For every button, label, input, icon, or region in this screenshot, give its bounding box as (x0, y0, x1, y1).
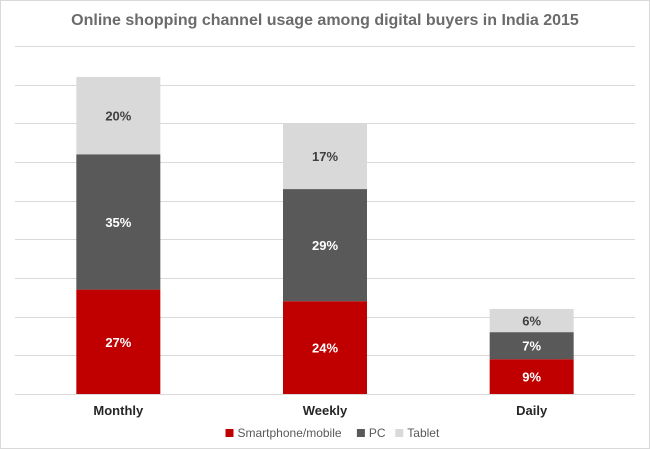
data-label-monthly-0: 27% (105, 335, 131, 350)
data-label-daily-0: 9% (522, 370, 541, 385)
data-label-daily-1: 7% (522, 339, 541, 354)
bar-weekly-pc (283, 189, 367, 302)
category-labels: Monthly Weekly Daily (93, 403, 548, 418)
data-label-weekly-1: 29% (312, 238, 338, 253)
data-label-weekly-2: 17% (312, 149, 338, 164)
legend-swatch-1 (356, 429, 365, 437)
bar-monthly-smartphone-mobile (76, 289, 161, 394)
bars (76, 76, 574, 394)
bar-daily-smartphone-mobile (489, 359, 574, 394)
bar-weekly-tablet (283, 123, 367, 190)
legend-swatch-2 (395, 429, 404, 437)
legend-label-2: Tablet (407, 426, 440, 440)
category-label-daily: Daily (516, 403, 548, 418)
legend: Smartphone/mobile PC Tablet (225, 426, 440, 440)
category-label-weekly: Weekly (303, 403, 348, 418)
data-label-monthly-2: 20% (105, 109, 131, 124)
data-label-monthly-1: 35% (105, 215, 131, 230)
legend-label-0: Smartphone/mobile (238, 426, 342, 440)
data-labels: 27% 35% 20% 24% 29% 17% 9% 7% 6% (105, 109, 541, 385)
data-label-weekly-0: 24% (312, 341, 338, 356)
bar-monthly-pc (76, 154, 161, 290)
bar-monthly-tablet (76, 76, 161, 155)
bar-daily-pc (489, 332, 574, 360)
category-label-monthly: Monthly (93, 403, 144, 418)
bar-daily-tablet (489, 308, 574, 333)
legend-swatch-0 (225, 429, 234, 437)
data-label-daily-2: 6% (522, 314, 541, 329)
bar-weekly-smartphone-mobile (283, 301, 367, 394)
legend-label-1: PC (369, 426, 386, 440)
chart-title: Online shopping channel usage among digi… (71, 12, 579, 29)
